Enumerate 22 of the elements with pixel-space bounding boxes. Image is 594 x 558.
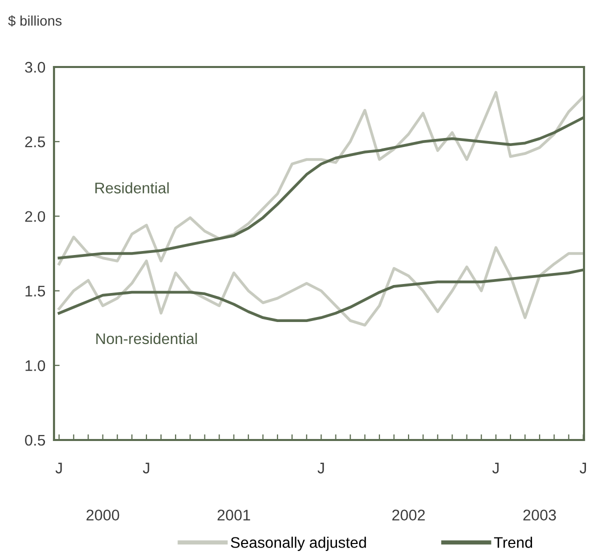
y-tick-label: 1.5 [26,286,46,296]
y-tick-label: 2.5 [25,136,46,148]
x-tick-label: J [56,462,62,474]
text: 2001 [218,510,250,520]
y-tick-label: 0.5 [25,434,46,446]
annotation: Residential [95,182,169,194]
line-series [58,246,584,327]
y-axis-title: $ billions [8,15,62,27]
y-tick-label: 3.0 [25,62,46,73]
text: 2000 [86,510,120,520]
y-tick-label: 2.0 [25,211,46,222]
legend-label: Trend [494,536,532,548]
x-tick-label: J [142,462,150,474]
text: 2002 [392,510,425,520]
line-series [58,90,584,266]
x-tick-label: J [318,462,324,474]
text: 2003 [523,510,556,520]
y-tick-label: 1.0 [26,360,46,372]
x-tick-label: J [580,462,586,474]
legend-label: Seasonally adjusted [230,536,366,551]
x-tick-label: J [492,462,499,474]
annotation: Non-residential [96,332,197,344]
